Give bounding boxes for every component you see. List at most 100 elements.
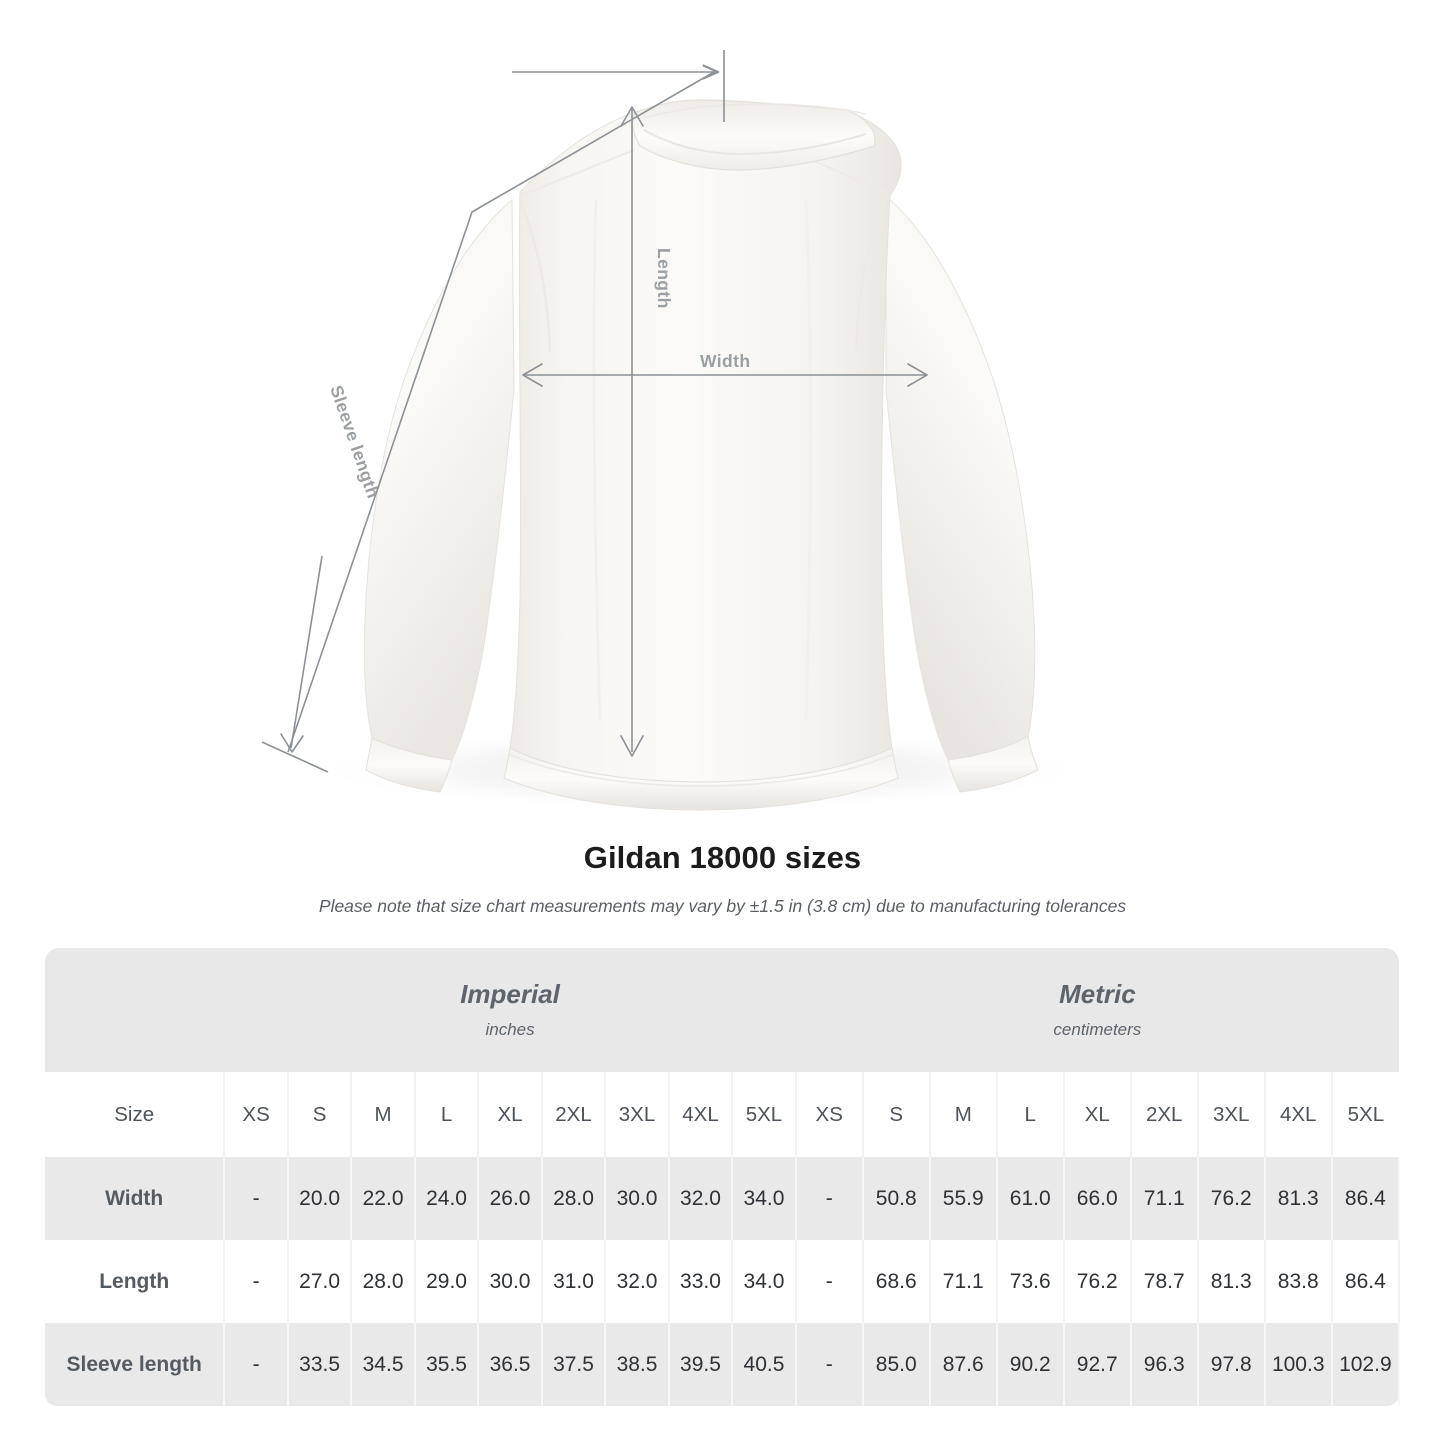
measurement-tolerance-note: Please note that size chart measurements… <box>318 896 1127 916</box>
cell-length-7: 33.0 <box>668 1240 734 1323</box>
cell-width-1: 20.0 <box>287 1157 353 1240</box>
collar-inner-seam <box>643 129 867 156</box>
unit-group-imperial: Imperial inches <box>224 948 796 1072</box>
cell-sleeve-1: 33.5 <box>287 1323 353 1406</box>
cell-width-0: - <box>224 1157 289 1240</box>
banner-spacer-cell <box>45 948 225 1072</box>
cell-width-5: 28.0 <box>541 1157 607 1240</box>
cell-length-9: - <box>795 1240 864 1323</box>
header-size-m-metric: M <box>929 1072 998 1157</box>
width-label: Width <box>700 351 750 371</box>
cell-length-5: 31.0 <box>541 1240 607 1323</box>
garment-body <box>509 109 902 783</box>
header-size-xs-metric: XS <box>795 1072 864 1157</box>
cell-length-17: 86.4 <box>1331 1240 1401 1323</box>
width-arrowhead-right <box>907 363 928 387</box>
header-size-2xl-metric: 2XL <box>1130 1072 1199 1157</box>
header-size-l-metric: L <box>996 1072 1065 1157</box>
table-row-length: Length - 27.0 28.0 29.0 30.0 31.0 32.0 3… <box>45 1240 1401 1323</box>
cell-length-15: 81.3 <box>1197 1240 1266 1323</box>
cell-width-6: 30.0 <box>605 1157 670 1240</box>
collar-top-seam <box>643 103 867 119</box>
header-size-5xl-imperial: 5XL <box>732 1072 797 1157</box>
cell-length-6: 32.0 <box>605 1240 670 1323</box>
cell-sleeve-2: 34.5 <box>351 1323 416 1406</box>
unit-group-metric-name: Metric <box>1059 979 1136 1009</box>
sleeve-length-label: Sleeve length <box>326 383 383 501</box>
unit-group-imperial-name: Imperial <box>460 979 560 1009</box>
cell-width-13: 66.0 <box>1063 1157 1132 1240</box>
row-label-length: Length <box>45 1240 226 1323</box>
cell-sleeve-0: - <box>224 1323 289 1406</box>
cell-length-10: 68.6 <box>862 1240 931 1323</box>
table-row-sleeve-length: Sleeve length - 33.5 34.5 35.5 36.5 37.5… <box>45 1323 1401 1406</box>
page-title: Gildan 18000 sizes <box>583 840 862 875</box>
header-size-4xl-metric: 4XL <box>1264 1072 1333 1157</box>
cell-sleeve-3: 35.5 <box>414 1323 480 1406</box>
cell-sleeve-4: 36.5 <box>478 1323 543 1406</box>
header-size-2xl-imperial: 2XL <box>541 1072 607 1157</box>
header-size-xs-imperial: XS <box>224 1072 289 1157</box>
cell-length-8: 34.0 <box>732 1240 797 1323</box>
cell-width-4: 26.0 <box>478 1157 543 1240</box>
right-sleeve <box>885 194 1036 761</box>
fabric-fold-right <box>804 199 812 721</box>
cell-length-4: 30.0 <box>478 1240 543 1323</box>
cell-sleeve-5: 37.5 <box>541 1323 607 1406</box>
sleeve-length-lower-line <box>290 555 323 749</box>
table-row-width: Width - 20.0 22.0 24.0 26.0 28.0 30.0 32… <box>45 1157 1401 1240</box>
cell-sleeve-10: 85.0 <box>862 1323 931 1406</box>
cell-length-16: 83.8 <box>1264 1240 1333 1323</box>
length-arrowhead-top <box>620 106 644 127</box>
cell-length-12: 73.6 <box>996 1240 1065 1323</box>
size-chart-table: Imperial inches Metric centimeters Size … <box>45 948 1401 1406</box>
left-cuff <box>365 737 453 793</box>
header-size-3xl-metric: 3XL <box>1197 1072 1266 1157</box>
length-arrowhead-bottom <box>620 735 644 757</box>
cell-sleeve-8: 40.5 <box>732 1323 797 1406</box>
header-size-xl-imperial: XL <box>478 1072 543 1157</box>
cell-sleeve-11: 87.6 <box>929 1323 998 1406</box>
sleeve-length-tick-bottom <box>261 741 329 773</box>
left-armhole-seam <box>518 199 552 353</box>
size-header-row: Size XS S M L XL 2XL 3XL 4XL 5XL XS S M … <box>45 1072 1399 1157</box>
row-label-width: Width <box>45 1157 226 1240</box>
fabric-fold-left <box>592 199 602 721</box>
width-arrowhead-left <box>522 363 543 387</box>
header-size-4xl-imperial: 4XL <box>668 1072 734 1157</box>
size-table-container: Imperial inches Metric centimeters Size … <box>45 948 1401 1406</box>
cell-length-2: 28.0 <box>351 1240 416 1323</box>
cell-length-13: 76.2 <box>1063 1240 1132 1323</box>
cell-width-17: 86.4 <box>1331 1157 1401 1240</box>
cell-width-14: 71.1 <box>1130 1157 1199 1240</box>
header-size-s-metric: S <box>862 1072 931 1157</box>
cell-width-9: - <box>795 1157 864 1240</box>
header-size-3xl-imperial: 3XL <box>605 1072 670 1157</box>
header-size-l-imperial: L <box>414 1072 480 1157</box>
cell-width-11: 55.9 <box>929 1157 998 1240</box>
unit-banner-row: Imperial inches Metric centimeters <box>45 948 1399 1072</box>
garment-measurement-illustration: Length Width Sleeve length <box>261 50 1100 812</box>
header-size-s-imperial: S <box>287 1072 353 1157</box>
cell-length-1: 27.0 <box>287 1240 353 1323</box>
row-label-sleeve-length: Sleeve length <box>45 1323 226 1406</box>
title-block: Gildan 18000 sizes Please note that size… <box>0 838 1445 917</box>
unit-group-metric: Metric centimeters <box>795 948 1399 1072</box>
cell-sleeve-13: 92.7 <box>1063 1323 1132 1406</box>
cell-width-16: 81.3 <box>1264 1157 1333 1240</box>
unit-group-imperial-sub: inches <box>485 1020 535 1039</box>
sleeve-length-arrowhead-bottom <box>280 733 304 753</box>
cell-width-15: 76.2 <box>1197 1157 1266 1240</box>
cell-width-3: 24.0 <box>414 1157 480 1240</box>
header-size-xl-metric: XL <box>1063 1072 1132 1157</box>
left-sleeve <box>363 198 515 761</box>
cell-width-8: 34.0 <box>732 1157 797 1240</box>
right-cuff <box>947 735 1039 793</box>
unit-group-metric-sub: centimeters <box>1053 1020 1142 1039</box>
collar <box>631 99 876 171</box>
cell-length-3: 29.0 <box>414 1240 480 1323</box>
right-armhole-seam <box>854 195 888 351</box>
cell-width-10: 50.8 <box>862 1157 931 1240</box>
cell-sleeve-16: 100.3 <box>1264 1323 1333 1406</box>
